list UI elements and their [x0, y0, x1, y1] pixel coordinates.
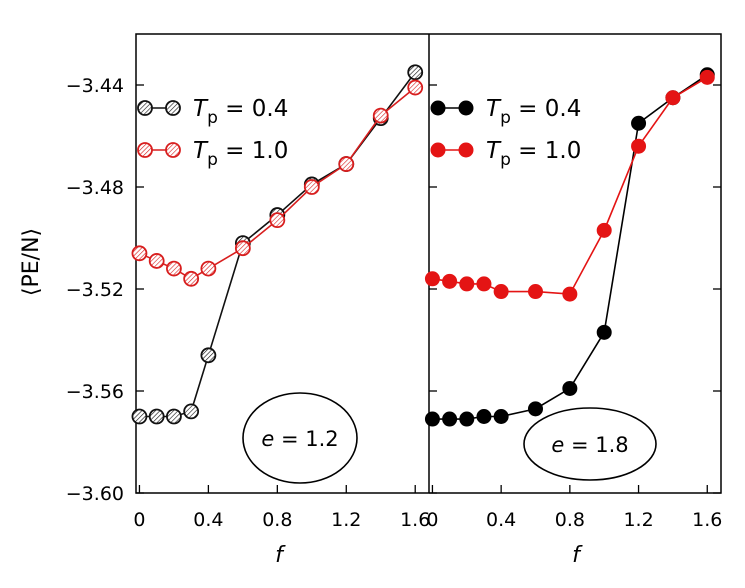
data-point — [665, 90, 681, 106]
x-tick-label: 1.6 — [692, 509, 722, 531]
legend-marker — [430, 142, 446, 158]
x-tick-label: 0.4 — [193, 509, 223, 531]
data-point — [699, 69, 715, 85]
data-point — [148, 253, 165, 269]
legend-label: Tp = 1.0 — [486, 138, 581, 170]
data-point — [407, 79, 424, 96]
legend-marker — [165, 100, 181, 116]
data-point — [631, 138, 647, 154]
legend-marker — [458, 100, 474, 116]
y-tick-label: −3.60 — [66, 483, 124, 505]
data-point — [131, 245, 148, 262]
legend-marker — [137, 100, 153, 116]
panel-left: e = 1.2 Tp = 0.4 Tp = 1.0 — [131, 64, 424, 484]
data-point — [166, 408, 182, 425]
data-point — [476, 409, 492, 424]
data-point — [562, 286, 578, 302]
legend-label: Tp = 1.0 — [193, 138, 288, 170]
legend-entry: Tp = 1.0 — [137, 138, 288, 170]
legend-marker — [430, 100, 446, 116]
data-point — [166, 260, 182, 277]
legend-entry: Tp = 1.0 — [430, 138, 581, 170]
data-point — [442, 411, 458, 427]
legend-marker — [137, 142, 153, 158]
data-point — [303, 179, 320, 195]
y-axis-label: ⟨PE/N⟩ — [19, 228, 44, 296]
x-axis-label-right: f — [572, 543, 583, 568]
annotation-text: e = 1.2 — [261, 427, 338, 451]
x-tick-label: 0 — [133, 509, 145, 531]
data-point — [562, 380, 578, 396]
data-point — [148, 408, 165, 425]
legend-marker — [165, 142, 181, 158]
x-axis-label-left: f — [275, 543, 286, 568]
annotation-ellipse — [242, 392, 358, 484]
series-line — [432, 74, 708, 420]
panel-right: e = 1.8 Tp = 0.4 Tp = 1.0 — [424, 67, 715, 481]
annotation-text: e = 1.8 — [551, 433, 628, 457]
data-point — [372, 107, 389, 124]
data-point — [459, 411, 475, 427]
legend-label: Tp = 0.4 — [486, 96, 581, 128]
data-point — [527, 401, 543, 417]
data-point — [183, 270, 200, 287]
x-tick-label: 1.6 — [400, 509, 430, 531]
x-tick-label: 1.2 — [623, 509, 653, 531]
data-point — [442, 273, 458, 289]
legend-marker — [458, 142, 474, 158]
data-point — [493, 409, 509, 424]
data-point — [131, 408, 148, 425]
data-point — [200, 347, 217, 364]
data-point — [200, 260, 217, 277]
data-point — [338, 156, 355, 172]
x-tick-label: 0.8 — [555, 509, 585, 531]
x-tick-label: 0.4 — [486, 509, 516, 531]
series-1-1 — [424, 69, 715, 302]
data-point — [234, 240, 251, 257]
data-point — [527, 284, 543, 300]
data-point — [493, 284, 509, 300]
data-point — [407, 64, 424, 81]
data-point — [596, 324, 612, 340]
legend-label: Tp = 0.4 — [193, 96, 288, 128]
data-point — [459, 276, 475, 292]
y-tick-label: −3.52 — [66, 279, 124, 301]
y-tick-label: −3.44 — [66, 75, 124, 97]
x-tick-label: 0 — [426, 509, 438, 531]
data-point — [476, 276, 492, 292]
data-point — [631, 115, 647, 131]
data-point — [269, 212, 286, 229]
y-tick-label: −3.56 — [66, 381, 124, 403]
data-point — [424, 271, 440, 287]
axis-ticks: 0 0.4 0.8 1.2 1.6 −3.44 −3.48 −3.52 −3.56 −3.60 0 0… — [66, 75, 723, 531]
x-tick-label: 1.2 — [331, 509, 361, 531]
series-line — [139, 71, 416, 418]
legend-entry: Tp = 0.4 — [430, 96, 581, 128]
data-point — [596, 222, 612, 238]
data-point — [183, 403, 200, 420]
series-0-1 — [131, 79, 424, 287]
data-point — [424, 411, 440, 427]
x-tick-label: 0.8 — [262, 509, 292, 531]
y-tick-label: −3.48 — [66, 177, 124, 199]
legend-entry: Tp = 0.4 — [137, 96, 288, 128]
annotation-ellipse — [523, 407, 657, 481]
